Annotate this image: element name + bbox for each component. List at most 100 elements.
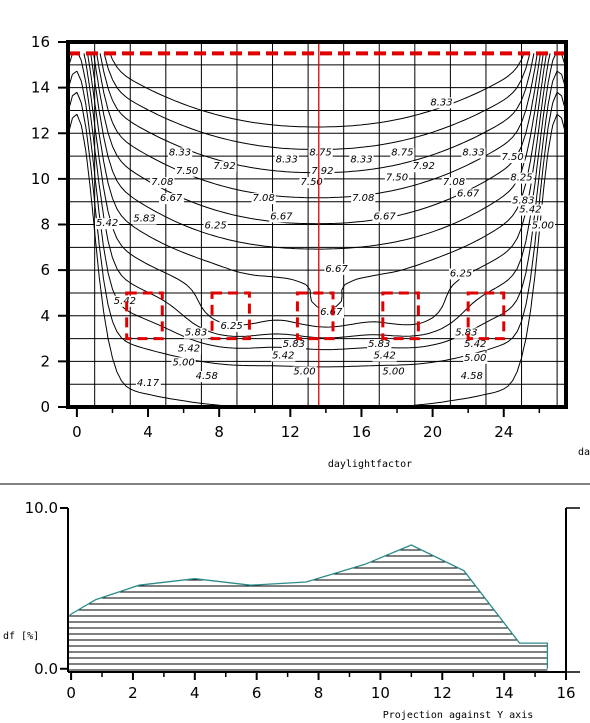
contour-label-background: [112, 295, 138, 307]
contour-label-background: [456, 188, 481, 200]
contour-value-label: 6.67: [373, 211, 396, 222]
window-box: [466, 291, 506, 341]
contour-label-background: [372, 211, 398, 223]
contour-value-label: 8.33: [169, 148, 191, 159]
contour-label-background: [194, 371, 219, 383]
contour-label-background: [381, 366, 406, 378]
contour-value-label: 8.33: [462, 148, 484, 159]
x-tick-label: 6: [252, 684, 262, 702]
contour-value-label: 7.50: [502, 152, 524, 163]
y-tick-label: 4: [40, 307, 50, 325]
y-tick-label: 14: [31, 79, 50, 97]
contour-value-label: 5.42: [373, 351, 395, 362]
contour-line-5-42: [67, 52, 567, 339]
contour-line-4-17: [67, 113, 567, 407]
projection-area-outline: [67, 544, 549, 669]
contour-label-background: [308, 147, 333, 159]
contour-value-label: 5.83: [455, 328, 477, 339]
contour-label-background: [135, 377, 161, 389]
contour-label-background: [349, 154, 374, 166]
contour-value-label: 7.92: [413, 161, 435, 172]
contour-label-background: [171, 357, 196, 369]
contour-label-background: [511, 195, 536, 207]
contour-label-background: [176, 343, 202, 355]
x-tick-label: 0: [72, 423, 82, 441]
contour-value-label: 7.08: [443, 177, 465, 188]
projection-plot: 0.0 10.0 0 2 4 6 8 10 12 14 16 df [%] Projection a…: [3, 499, 580, 721]
contour-value-label: 5.42: [464, 339, 486, 350]
contour-label-background: [167, 147, 193, 159]
window-boxes: [68, 42, 566, 407]
projection-axes: [67, 507, 580, 673]
contour-label-background: [367, 339, 392, 351]
contour-label-background: [219, 320, 244, 332]
y-tick-label: 10: [31, 170, 50, 188]
contour-value-label: 7.08: [352, 193, 374, 204]
contour-label-background: [429, 97, 454, 109]
contour-value-label: 4.17: [137, 378, 160, 389]
x-tick-label: 16: [556, 684, 575, 702]
contour-value-label: 6.67: [270, 211, 293, 222]
contour-value-label: 5.83: [512, 195, 534, 206]
x-tick-label: 12: [433, 684, 452, 702]
contour-label-background: [271, 350, 296, 362]
contour-value-label: 8.33: [350, 154, 372, 165]
contour-label-background: [459, 371, 484, 383]
contour-label-background: [310, 165, 335, 177]
contour-value-label: 8.25: [510, 173, 532, 184]
contour-label-background: [292, 366, 317, 378]
contour-value-label: 4.58: [196, 371, 218, 382]
contour-label-background: [463, 352, 488, 364]
contour-value-label: 5.42: [96, 218, 118, 229]
contour-value-label: 8.33: [430, 97, 452, 108]
contour-value-label: 4.58: [461, 371, 483, 382]
contour-label-background: [390, 147, 415, 159]
contour-value-label: 6.25: [204, 221, 226, 232]
contour-value-label: 8.75: [391, 148, 413, 159]
projection-x-axis-label: Projection against Y axis: [383, 710, 534, 721]
contour-value-label: 7.50: [301, 177, 323, 188]
contour-value-label: 5.83: [133, 214, 155, 225]
contour-line-7-08: [93, 53, 541, 225]
contour-value-label: 5.00: [172, 357, 194, 368]
contour-value-label: 7.08: [151, 177, 173, 188]
projection-axis-ticks: 0.0 10.0 0 2 4 6 8 10 12 14 16: [25, 499, 576, 702]
contour-value-label: 7.50: [386, 173, 408, 184]
contour-value-label: 7.92: [311, 166, 333, 177]
contour-value-label: 5.42: [272, 351, 294, 362]
contour-value-label: 6.67: [325, 264, 348, 275]
contour-label-background: [159, 193, 184, 205]
window-box: [210, 291, 251, 341]
x-tick-label: 0: [66, 684, 76, 702]
contour-value-label: 5.42: [178, 344, 200, 355]
contour-label-background: [251, 193, 276, 205]
contour-label-background: [94, 218, 120, 230]
projection-y-axis-label: df [%]: [3, 631, 39, 642]
contour-x-axis-label: daylightfactor: [328, 459, 412, 470]
contour-value-label: 7.08: [253, 193, 275, 204]
contour-label-background: [150, 177, 175, 189]
contour-label-background: [132, 213, 157, 225]
contour-clipped-label: da: [578, 447, 590, 458]
x-tick-label: 2: [128, 684, 138, 702]
y-tick-label: 0.0: [34, 660, 58, 678]
y-tick-label: 10.0: [25, 499, 58, 517]
contour-label-background: [274, 154, 299, 166]
contour-label-background: [324, 263, 350, 275]
contour-value-label: 6.25: [450, 268, 472, 279]
window-box: [295, 291, 335, 341]
contour-value-label: 5.83: [283, 339, 305, 350]
contour-label-background: [384, 172, 410, 184]
x-tick-label: 4: [143, 423, 153, 441]
contour-label-background: [281, 339, 307, 351]
y-tick-label: 2: [40, 352, 50, 370]
x-tick-label: 8: [314, 684, 324, 702]
contour-label-background: [530, 220, 556, 232]
y-tick-label: 6: [40, 261, 50, 279]
contour-label-background: [212, 161, 237, 173]
contour-value-label: 5.00: [293, 367, 315, 378]
x-tick-label: 12: [281, 423, 300, 441]
contour-label-background: [351, 193, 376, 205]
window-box: [125, 291, 164, 341]
